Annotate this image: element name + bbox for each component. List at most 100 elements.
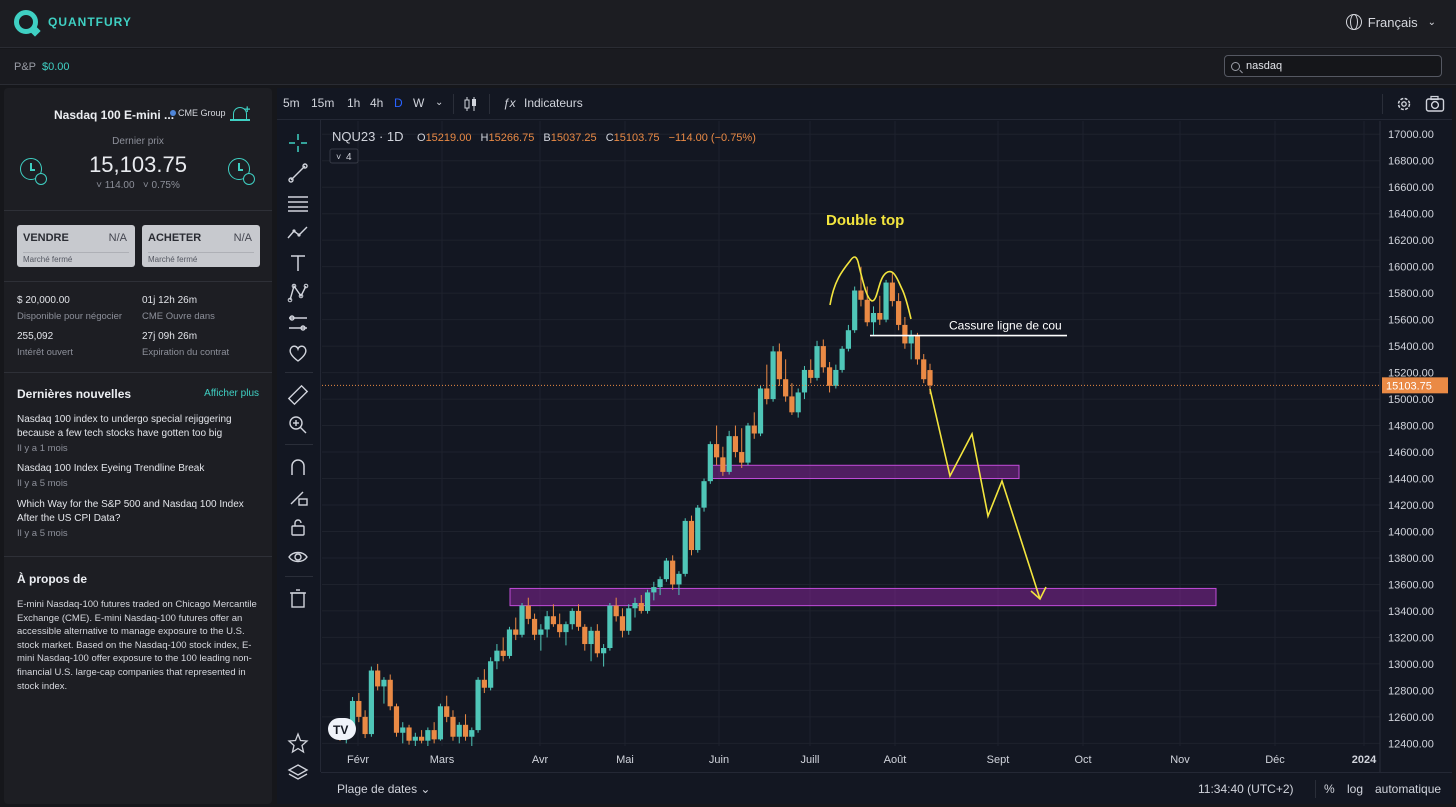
close-value: 15103.75 (614, 132, 660, 144)
candle-body (588, 630, 594, 645)
timeframe-4h[interactable]: 4h (370, 96, 384, 110)
price-alert-bell-icon[interactable]: + (230, 104, 250, 126)
candle-body (713, 444, 720, 458)
camera-snapshot-icon[interactable] (1425, 95, 1445, 113)
time-tick-label: 2024 (1352, 754, 1377, 766)
candle-body (481, 679, 487, 688)
percent-scale-toggle[interactable]: % (1324, 782, 1335, 796)
favorite-heart-icon[interactable] (287, 342, 309, 364)
news-item-title[interactable]: Nasdaq 100 Index Eyeing Trendline Break (17, 463, 205, 474)
timeframe-1h[interactable]: 1h (347, 96, 361, 110)
divider (4, 281, 272, 282)
auto-scale-toggle[interactable]: automatique (1375, 782, 1442, 796)
search-icon (1231, 61, 1240, 71)
candle-body (914, 335, 921, 360)
sell-button[interactable]: VENDRE N/A Marché fermé (17, 225, 135, 267)
candle-body (619, 616, 626, 631)
candle-type-icon[interactable] (463, 96, 477, 112)
globe-icon (1345, 14, 1362, 30)
bull-alert-clock-icon[interactable] (228, 158, 255, 185)
horizontal-lines-icon[interactable] (287, 192, 309, 214)
timeframe-15m[interactable]: 15m (311, 96, 335, 110)
candle-body (745, 425, 751, 463)
cme-logo-icon (170, 110, 176, 116)
draw-lock-pencil-icon[interactable] (287, 486, 309, 508)
tradingview-logo-icon[interactable] (328, 718, 356, 740)
logo[interactable]: QUANTFURY (14, 10, 132, 34)
indicators-fx-icon[interactable]: ƒx (503, 96, 516, 110)
news-item-title[interactable]: Which Way for the S&P 500 and Nasdaq 100… (17, 499, 244, 524)
search-input[interactable] (1246, 60, 1426, 72)
settings-gear-icon[interactable] (1395, 95, 1413, 113)
price-tick-label: 15600.00 (1388, 315, 1434, 327)
timeframe-w[interactable]: W (413, 96, 425, 110)
price-axis[interactable] (1380, 121, 1452, 772)
app-name: QUANTFURY (48, 15, 132, 29)
language-selector[interactable]: Français ⌄ (1345, 14, 1436, 30)
timeframe-d[interactable]: D (394, 96, 403, 110)
studies-toggle[interactable] (329, 148, 359, 164)
available-to-trade-label: Disponible pour négocier (17, 311, 123, 322)
magnet-icon[interactable] (287, 456, 309, 478)
price-tick-label: 14000.00 (1388, 526, 1434, 538)
market-opens-value: 01j 12h 26m (142, 295, 198, 306)
path-pattern-icon[interactable] (287, 222, 309, 244)
candle-body (795, 392, 801, 413)
unlock-icon[interactable] (287, 516, 309, 538)
high-value: 15266.75 (488, 132, 534, 144)
change-value: −114.00 (−0.75%) (669, 132, 756, 144)
date-range-label: Plage de dates (337, 782, 418, 796)
pattern-tool-icon[interactable] (287, 282, 309, 304)
search-box[interactable] (1224, 55, 1442, 77)
candle-body (726, 436, 732, 472)
timeframe-5m[interactable]: 5m (283, 96, 300, 110)
sell-market-status: Marché fermé (23, 252, 129, 264)
star-favorite-icon[interactable] (287, 732, 309, 754)
indicators-button[interactable]: Indicateurs (524, 96, 583, 110)
chart-widget: 5m 15m 1h 4h D W ⌄ ƒx Indicateurs (277, 88, 1452, 804)
crosshair-icon[interactable] (287, 132, 309, 154)
date-range-button[interactable]: Plage de dates ⌄ (337, 782, 430, 796)
projection-path (929, 388, 1041, 600)
chevron-down-icon: ⌄ (420, 782, 431, 796)
bear-alert-clock-icon[interactable] (20, 158, 47, 185)
candle-body (569, 610, 575, 625)
price-tick-label: 16400.00 (1388, 209, 1434, 221)
price-tick-label: 13600.00 (1388, 579, 1434, 591)
pnl-display: P&P $0.00 (14, 61, 70, 73)
buy-label: ACHETER (148, 232, 202, 244)
instrument-name: Nasdaq 100 E-mini ... (54, 108, 175, 122)
time-tick-label: Août (884, 754, 907, 766)
divider (4, 556, 272, 557)
candle-body (437, 706, 444, 740)
support-zone-rect (509, 587, 1217, 607)
zoom-in-icon[interactable] (287, 414, 309, 436)
time-tick-label: Sept (987, 754, 1010, 766)
toolbar-separator (489, 94, 490, 114)
trash-delete-icon[interactable] (287, 588, 309, 610)
prediction-tool-icon[interactable] (287, 312, 309, 334)
candle-body (400, 727, 406, 733)
price-tick-label: 13800.00 (1388, 553, 1434, 565)
candle-body (387, 679, 393, 707)
candle-body (751, 425, 757, 434)
candle-body (757, 388, 764, 434)
buy-button[interactable]: ACHETER N/A Marché fermé (142, 225, 260, 267)
candle-body (770, 351, 776, 400)
news-item-title[interactable]: Nasdaq 100 index to undergo special reji… (17, 414, 232, 439)
close-label: C (606, 132, 614, 144)
layers-icon[interactable] (287, 762, 309, 784)
eye-visibility-icon[interactable] (287, 546, 309, 568)
news-show-more-link[interactable]: Afficher plus (204, 388, 259, 399)
ruler-measure-icon[interactable] (287, 384, 309, 406)
chart-bottom-bar: Plage de dates ⌄ 11:34:40 (UTC+2) % log … (321, 772, 1452, 804)
price-tick-label: 12800.00 (1388, 685, 1434, 697)
log-scale-toggle[interactable]: log (1347, 782, 1364, 796)
candle-body (670, 560, 676, 585)
candle-body (601, 648, 607, 654)
timeframe-dropdown-chevron-icon[interactable]: ⌄ (435, 97, 444, 108)
candle-body (833, 369, 839, 386)
text-tool-icon[interactable] (287, 252, 309, 274)
trend-line-icon[interactable] (287, 162, 309, 184)
